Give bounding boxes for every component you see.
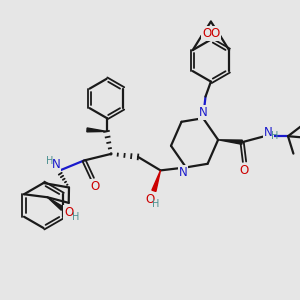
Text: H: H <box>272 130 279 141</box>
Text: H: H <box>72 212 80 222</box>
Polygon shape <box>152 170 161 191</box>
Polygon shape <box>218 140 242 144</box>
Text: O: O <box>91 179 100 193</box>
Polygon shape <box>47 197 64 210</box>
Text: N: N <box>199 106 208 119</box>
Text: O: O <box>64 206 74 219</box>
Text: O: O <box>211 27 220 40</box>
Text: H: H <box>46 156 53 167</box>
Text: O: O <box>146 193 155 206</box>
Text: H: H <box>152 199 159 209</box>
Polygon shape <box>87 128 106 132</box>
Text: O: O <box>240 164 249 177</box>
Text: N: N <box>178 166 188 179</box>
Text: O: O <box>202 27 211 40</box>
Text: N: N <box>52 158 61 172</box>
Text: N: N <box>264 126 273 139</box>
